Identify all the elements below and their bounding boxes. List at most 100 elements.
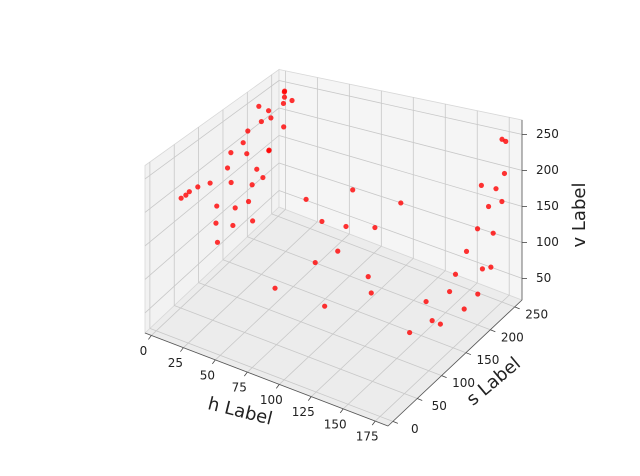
point — [224, 165, 231, 171]
grid-line — [278, 135, 523, 207]
point — [258, 118, 264, 125]
point — [244, 151, 250, 157]
point — [461, 306, 467, 312]
point — [232, 205, 238, 211]
point — [485, 203, 492, 210]
x-tick-label: 50 — [200, 368, 215, 382]
grid-line — [183, 221, 318, 348]
y-tick-label: 0 — [411, 422, 419, 436]
axis-line — [387, 299, 523, 427]
point — [446, 288, 453, 295]
z-tick-label: 100 — [536, 235, 559, 249]
point — [463, 248, 470, 254]
point — [429, 318, 435, 324]
point — [490, 230, 496, 236]
point — [183, 192, 189, 198]
y-tick-label: 200 — [501, 330, 524, 344]
point — [437, 321, 443, 327]
grid-line — [215, 233, 350, 361]
grid-line — [144, 107, 280, 213]
grid-line — [247, 236, 491, 331]
point — [214, 239, 221, 245]
point — [213, 220, 219, 226]
grid-line — [310, 270, 446, 397]
point — [265, 108, 272, 114]
point — [186, 189, 192, 195]
point — [272, 285, 278, 291]
point — [266, 148, 272, 154]
grid-line — [247, 245, 382, 373]
y-tick — [465, 352, 472, 356]
grid-line — [278, 107, 523, 171]
point — [478, 182, 484, 188]
point — [501, 170, 508, 177]
point — [230, 222, 236, 229]
y-tick-label: 250 — [525, 307, 548, 321]
grid-line — [222, 259, 467, 354]
y-tick — [514, 306, 520, 310]
point — [493, 186, 499, 192]
grid-line — [151, 209, 286, 336]
grid-line — [144, 135, 280, 247]
y-tick-label: 50 — [432, 399, 447, 413]
point — [499, 198, 505, 205]
grid-line — [144, 162, 280, 280]
grid-line — [278, 190, 523, 279]
y-tick — [392, 421, 399, 424]
x-tick — [371, 420, 376, 426]
z-tick-label: 250 — [536, 127, 559, 141]
y-tick-label: 100 — [452, 376, 475, 390]
point — [228, 150, 234, 156]
grid-line — [374, 294, 510, 422]
point — [289, 97, 295, 104]
point — [268, 115, 274, 121]
point — [256, 103, 262, 109]
point — [240, 140, 246, 146]
point — [303, 196, 309, 202]
point — [195, 184, 201, 190]
x-tick — [148, 335, 152, 340]
point — [207, 180, 213, 186]
point — [365, 274, 371, 280]
point — [245, 128, 251, 134]
z-tick-label: 200 — [536, 163, 559, 177]
point — [319, 218, 325, 225]
point — [282, 88, 288, 94]
point — [312, 259, 318, 266]
x-tick-label: 75 — [232, 381, 247, 395]
grid-line — [144, 80, 280, 180]
z-tick-label: 150 — [536, 199, 559, 213]
point — [281, 124, 287, 130]
point — [322, 303, 328, 309]
z-axis-label: v Label — [569, 183, 590, 248]
grid-line — [279, 258, 414, 385]
y-tick — [490, 329, 496, 333]
y-tick — [417, 398, 423, 401]
point — [488, 264, 494, 270]
point — [368, 290, 374, 296]
x-tick-label: 0 — [140, 344, 148, 358]
point — [475, 291, 481, 297]
point — [245, 198, 252, 205]
point — [423, 298, 429, 305]
point — [503, 138, 509, 144]
grid-line — [271, 213, 515, 308]
point — [398, 200, 404, 206]
point — [228, 179, 234, 186]
grid-line — [198, 282, 442, 376]
point — [343, 223, 349, 230]
point — [350, 187, 356, 193]
point — [254, 166, 260, 172]
grid-line — [174, 305, 418, 399]
point — [479, 266, 486, 272]
point — [178, 195, 184, 201]
grid-line — [149, 328, 394, 422]
x-tick — [339, 408, 344, 414]
x-tick — [243, 371, 248, 377]
point — [260, 174, 266, 181]
y-tick — [441, 375, 447, 378]
point — [372, 224, 378, 231]
x-tick-label: 175 — [356, 430, 379, 444]
panes — [144, 68, 527, 427]
